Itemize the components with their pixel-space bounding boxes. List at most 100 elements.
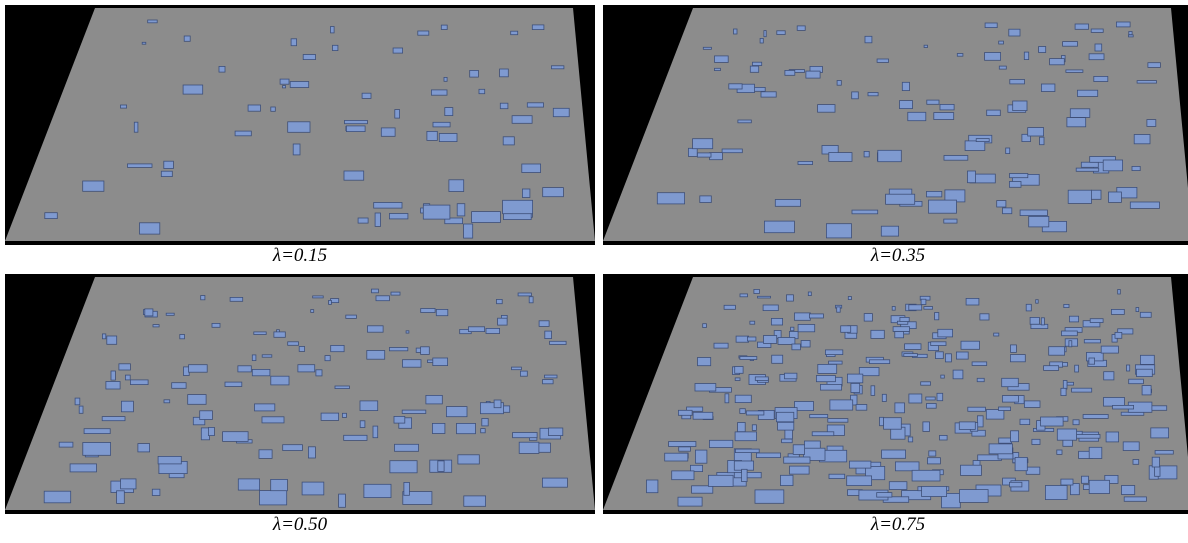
building <box>209 427 215 435</box>
building <box>311 310 314 313</box>
building <box>1103 160 1122 171</box>
building <box>1026 304 1031 311</box>
building <box>1124 497 1146 501</box>
building <box>795 313 811 320</box>
building <box>1041 417 1064 426</box>
building <box>961 465 982 475</box>
building <box>543 380 554 384</box>
building <box>121 479 136 489</box>
building <box>119 364 130 370</box>
building <box>837 81 841 86</box>
building <box>1069 341 1072 347</box>
building <box>298 365 315 372</box>
building <box>1069 316 1078 322</box>
building <box>944 219 957 223</box>
building <box>1089 447 1102 458</box>
building <box>999 407 1011 411</box>
building <box>734 472 761 477</box>
building <box>849 461 871 468</box>
building <box>59 442 73 447</box>
building <box>816 376 835 382</box>
building <box>130 380 148 385</box>
building <box>940 435 948 440</box>
building <box>438 461 444 472</box>
building <box>923 422 930 432</box>
building <box>679 447 691 451</box>
building <box>70 464 96 472</box>
building <box>331 27 335 33</box>
building <box>376 296 389 301</box>
building <box>1129 35 1134 37</box>
building <box>290 82 309 88</box>
building <box>1067 382 1074 385</box>
building <box>922 486 947 496</box>
building <box>389 214 408 219</box>
building <box>1075 24 1088 29</box>
building <box>806 71 820 78</box>
building <box>1147 120 1156 127</box>
building <box>1002 396 1018 403</box>
building <box>927 100 939 104</box>
building <box>828 419 848 423</box>
building <box>908 437 912 442</box>
building <box>283 86 286 88</box>
building <box>433 358 448 366</box>
building <box>1020 210 1047 216</box>
building <box>1064 304 1069 307</box>
building <box>927 191 942 197</box>
building <box>761 92 776 97</box>
building <box>479 89 485 93</box>
building <box>1116 22 1130 27</box>
building <box>391 292 400 295</box>
building <box>1152 457 1159 467</box>
building <box>886 194 915 204</box>
building <box>375 213 380 226</box>
building <box>936 352 944 359</box>
building <box>321 413 339 420</box>
building <box>102 334 105 339</box>
building <box>344 171 364 180</box>
building <box>367 351 385 360</box>
building <box>1010 482 1022 487</box>
building <box>1063 42 1078 47</box>
building <box>230 297 243 301</box>
building <box>810 415 828 418</box>
building <box>734 461 753 470</box>
caption: λ=0.50 <box>272 514 328 535</box>
building <box>692 486 713 493</box>
building <box>1084 340 1100 343</box>
building <box>329 300 332 304</box>
building <box>346 315 357 318</box>
building <box>1094 76 1108 81</box>
building <box>497 299 503 303</box>
building <box>1129 32 1132 35</box>
building <box>358 218 368 223</box>
building <box>549 428 563 436</box>
building <box>423 205 450 219</box>
building <box>852 210 878 214</box>
building <box>482 419 488 426</box>
building <box>818 364 837 373</box>
building <box>750 321 755 324</box>
building <box>212 323 220 327</box>
building <box>84 429 110 434</box>
building <box>785 429 793 439</box>
building <box>1095 44 1102 51</box>
building <box>985 53 1001 61</box>
building <box>1104 398 1125 407</box>
building <box>871 330 884 338</box>
building <box>364 484 391 497</box>
building <box>431 90 447 95</box>
building <box>735 378 740 381</box>
building <box>864 314 872 322</box>
building <box>829 474 845 478</box>
building <box>976 139 989 142</box>
building <box>735 367 743 374</box>
building <box>441 25 447 29</box>
building <box>837 307 841 312</box>
building <box>106 382 120 390</box>
building <box>444 77 447 81</box>
building <box>924 45 927 47</box>
building <box>708 475 733 486</box>
building <box>121 401 133 412</box>
